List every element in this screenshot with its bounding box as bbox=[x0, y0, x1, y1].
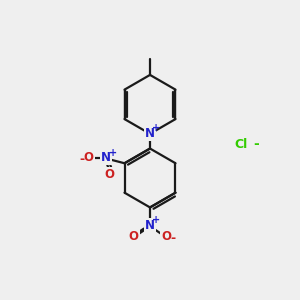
Text: -: - bbox=[80, 153, 85, 166]
Text: +: + bbox=[152, 123, 160, 133]
Text: -: - bbox=[253, 137, 259, 151]
Text: N: N bbox=[101, 152, 111, 164]
Text: +: + bbox=[109, 148, 117, 158]
Text: N: N bbox=[145, 127, 155, 140]
Text: O: O bbox=[84, 152, 94, 164]
Text: O: O bbox=[104, 168, 114, 181]
Text: O: O bbox=[129, 230, 139, 243]
Text: Cl: Cl bbox=[235, 138, 248, 151]
Text: +: + bbox=[152, 215, 160, 225]
Text: -: - bbox=[170, 232, 175, 244]
Text: O: O bbox=[161, 230, 171, 243]
Text: N: N bbox=[145, 219, 155, 232]
